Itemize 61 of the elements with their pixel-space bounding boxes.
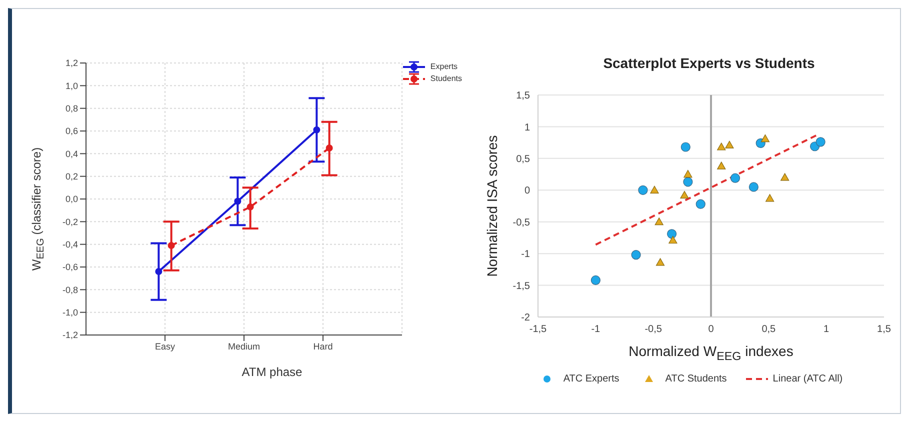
point [680, 190, 689, 199]
point [683, 177, 693, 187]
legend-label: Linear (ATC All) [772, 374, 843, 385]
y-tick-label: -0,2 [62, 216, 78, 227]
point [730, 173, 740, 183]
x-tick-label: Hard [313, 341, 333, 352]
y-tick-label: 1,0 [65, 80, 78, 91]
point [748, 182, 758, 192]
point [816, 137, 826, 147]
point [717, 162, 726, 170]
y-tick-label: -1,2 [62, 330, 78, 340]
y-tick-label: 0,6 [65, 126, 78, 136]
point [668, 236, 678, 244]
y-tick-label: 0,4 [65, 148, 78, 159]
x-tick-label: Easy [154, 341, 176, 352]
point [725, 140, 734, 148]
y-tick-label: -0,8 [62, 284, 78, 295]
point [666, 229, 677, 239]
point [638, 185, 648, 195]
point [680, 142, 690, 152]
y-tick-label: -0,6 [62, 262, 78, 272]
point [656, 258, 665, 266]
x-tick-label: -1 [591, 324, 601, 336]
point [717, 142, 726, 150]
y-tick-label: 0,5 [516, 154, 530, 165]
x-tick-label: 1,5 [877, 324, 892, 336]
point [696, 199, 706, 209]
x-axis-title: ATM phase [242, 365, 302, 379]
y-axis-title: Normalized ISA scores [484, 135, 500, 277]
x-tick-label: 0,5 [762, 324, 776, 336]
point [631, 250, 641, 260]
y-tick-label: 1,5 [516, 90, 530, 102]
y-tick-label: 1,2 [65, 58, 78, 68]
point [650, 186, 659, 194]
y-tick-label: -1,0 [62, 308, 78, 318]
point [780, 173, 790, 181]
point [684, 170, 692, 178]
chart-title: Scatterplot Experts vs Students [603, 55, 815, 71]
point [766, 194, 774, 202]
legend-label: ATC Students [665, 374, 727, 385]
point [654, 218, 664, 226]
y-tick-label: 0,0 [65, 194, 78, 204]
y-tick-label: 0,2 [65, 172, 78, 182]
x-axis-title: Normalized W$_{EEG}$ indexes [628, 343, 794, 363]
point [760, 134, 770, 142]
x-tick-label: -0,5 [644, 324, 662, 336]
x-tick-label: 0 [708, 324, 714, 336]
y-tick-label: -0,4 [62, 240, 78, 250]
y-tick-label: 1 [524, 122, 530, 134]
legend-label: ATC Experts [563, 374, 620, 385]
x-tick-label: 1 [824, 324, 830, 336]
y-tick-label: 0,8 [65, 104, 78, 114]
legend-label: Students [430, 74, 462, 84]
point [590, 275, 600, 286]
y-tick-label: -1,5 [512, 280, 530, 292]
y-tick-label: -2 [521, 312, 530, 324]
legend-label: Experts [430, 62, 458, 72]
y-tick-label: 0 [524, 186, 530, 197]
y-tick-label: -1 [521, 249, 530, 260]
y-tick-label: -0,5 [512, 217, 530, 228]
x-tick-label: Medium [228, 341, 260, 352]
